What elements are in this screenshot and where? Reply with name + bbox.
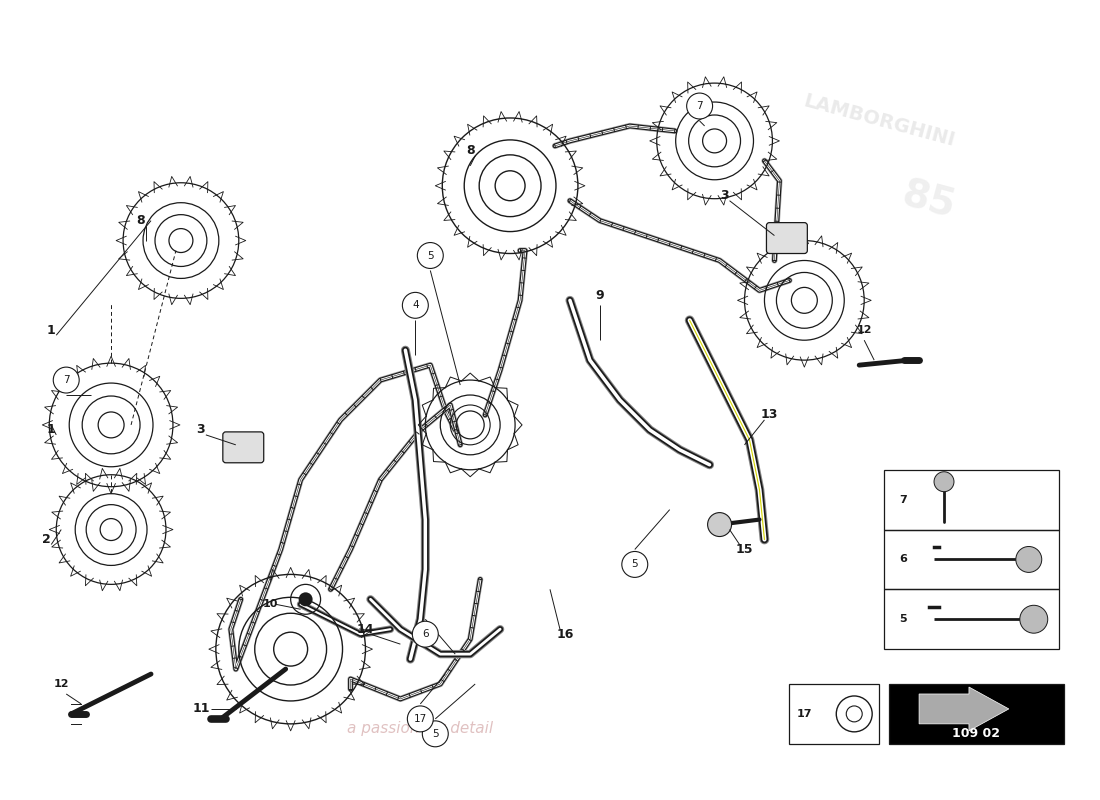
FancyBboxPatch shape bbox=[767, 222, 807, 254]
Circle shape bbox=[403, 292, 428, 318]
Circle shape bbox=[298, 592, 312, 606]
Bar bbox=[884, 470, 1058, 530]
Circle shape bbox=[707, 513, 732, 537]
Polygon shape bbox=[920, 687, 1009, 731]
Text: 7: 7 bbox=[696, 101, 703, 111]
Text: LAMBORGHINI: LAMBORGHINI bbox=[801, 91, 957, 150]
Circle shape bbox=[934, 472, 954, 492]
Text: 6: 6 bbox=[899, 554, 907, 565]
Bar bbox=[884, 530, 1058, 590]
Bar bbox=[884, 590, 1058, 649]
Text: 17: 17 bbox=[414, 714, 427, 724]
Text: 15: 15 bbox=[736, 543, 754, 556]
Text: 12: 12 bbox=[54, 679, 69, 689]
Circle shape bbox=[53, 367, 79, 393]
Text: 12: 12 bbox=[857, 326, 872, 335]
Text: 5: 5 bbox=[899, 614, 906, 624]
Text: 4: 4 bbox=[412, 300, 419, 310]
Bar bbox=[790, 684, 879, 744]
Text: 85: 85 bbox=[898, 175, 960, 226]
Text: 10: 10 bbox=[263, 599, 278, 610]
Text: 17: 17 bbox=[796, 709, 812, 719]
Text: 8: 8 bbox=[136, 214, 145, 227]
Circle shape bbox=[417, 242, 443, 269]
Text: 1: 1 bbox=[47, 423, 56, 436]
Text: 109 02: 109 02 bbox=[953, 727, 1000, 740]
Circle shape bbox=[1015, 546, 1042, 572]
Text: 3: 3 bbox=[720, 190, 729, 202]
Text: 7: 7 bbox=[899, 494, 906, 505]
Bar bbox=[889, 684, 1064, 744]
Text: 13: 13 bbox=[761, 409, 778, 422]
Circle shape bbox=[412, 622, 438, 647]
Text: 5: 5 bbox=[432, 729, 439, 739]
Text: 3: 3 bbox=[197, 423, 206, 436]
Text: 11: 11 bbox=[192, 702, 210, 715]
Circle shape bbox=[407, 706, 433, 732]
Circle shape bbox=[1020, 606, 1047, 633]
Text: a passion for detail: a passion for detail bbox=[348, 722, 494, 736]
Circle shape bbox=[422, 721, 449, 746]
Text: 6: 6 bbox=[422, 629, 429, 639]
Text: 7: 7 bbox=[63, 375, 69, 385]
Text: 5: 5 bbox=[631, 559, 638, 570]
FancyBboxPatch shape bbox=[223, 432, 264, 462]
Text: 1: 1 bbox=[47, 324, 56, 337]
Text: 9: 9 bbox=[595, 289, 604, 302]
Text: 14: 14 bbox=[356, 622, 374, 636]
Text: 2: 2 bbox=[42, 533, 51, 546]
Circle shape bbox=[686, 93, 713, 119]
Text: 16: 16 bbox=[557, 628, 573, 641]
Circle shape bbox=[621, 551, 648, 578]
Text: 5: 5 bbox=[427, 250, 433, 261]
Text: 8: 8 bbox=[466, 144, 474, 158]
